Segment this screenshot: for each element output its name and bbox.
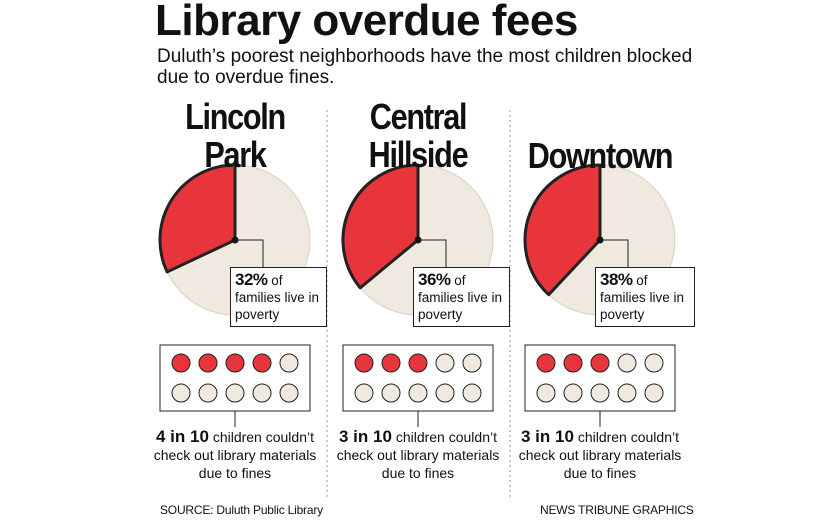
dot-empty (617, 353, 637, 373)
dot-empty (198, 383, 218, 403)
value-label: 32% (235, 270, 268, 289)
dot-empty (590, 383, 610, 403)
callout: 32% of families live in poverty (230, 267, 327, 327)
dot-label: 4 in 10 (156, 427, 209, 446)
dot-empty (354, 383, 374, 403)
callout-caption: of families live in poverty (235, 273, 320, 322)
panel-title: Lincoln Park (185, 96, 286, 175)
dot-filled (408, 353, 428, 373)
title: Library overdue fees (155, 0, 578, 45)
source: SOURCE: Duluth Public Library (160, 503, 323, 517)
dot-filled (198, 353, 218, 373)
dot-empty (381, 383, 401, 403)
dot-filled (225, 353, 245, 373)
dot-empty (171, 383, 191, 403)
dot-empty (408, 383, 428, 403)
dot-empty (462, 383, 482, 403)
dot-filled (354, 353, 374, 373)
panel-title: Central Hillside (368, 96, 469, 175)
dot-filled (536, 353, 556, 373)
dot-caption: children couldn’t check out library mate… (336, 429, 500, 481)
dot-empty (435, 353, 455, 373)
dot-empty (536, 383, 556, 403)
dot-text: 3 in 10 children couldn’t check out libr… (328, 428, 508, 482)
dot-filled (252, 353, 272, 373)
dot-empty (435, 383, 455, 403)
pie-slice (158, 163, 237, 274)
pie-slice (341, 163, 420, 290)
dot-empty (644, 383, 664, 403)
dot-empty (462, 353, 482, 373)
dot-caption: children couldn’t check out library mate… (518, 429, 682, 481)
callout-line (600, 239, 629, 268)
callout-line (235, 239, 264, 268)
dot-filled (590, 353, 610, 373)
dot-empty (563, 383, 583, 403)
dot-text: 4 in 10 children couldn’t check out libr… (145, 428, 325, 482)
dot-label: 3 in 10 (339, 427, 392, 446)
callout-caption: of families live in poverty (418, 273, 503, 322)
callout: 36% of families live in poverty (413, 267, 510, 327)
dot-filled (171, 353, 191, 373)
subtitle: Duluth’s poorest neighborhoods have the … (157, 46, 693, 88)
pie-slice (523, 163, 602, 297)
credit: NEWS TRIBUNE GRAPHICS (540, 503, 694, 517)
dot-filled (563, 353, 583, 373)
dot-caption: children couldn’t check out library mate… (153, 429, 317, 481)
value-label: 38% (600, 270, 633, 289)
dot-empty (279, 353, 299, 373)
callout-line (418, 239, 447, 268)
dot-empty (279, 383, 299, 403)
callout-caption: of families live in poverty (600, 273, 685, 322)
dot-empty (225, 383, 245, 403)
value-label: 36% (418, 270, 451, 289)
panel-title: Downtown (527, 135, 674, 176)
dot-label: 3 in 10 (521, 427, 574, 446)
callout: 38% of families live in poverty (595, 267, 695, 327)
dot-empty (252, 383, 272, 403)
dot-empty (644, 353, 664, 373)
dot-text: 3 in 10 children couldn’t check out libr… (510, 428, 690, 482)
dot-filled (381, 353, 401, 373)
dot-empty (617, 383, 637, 403)
